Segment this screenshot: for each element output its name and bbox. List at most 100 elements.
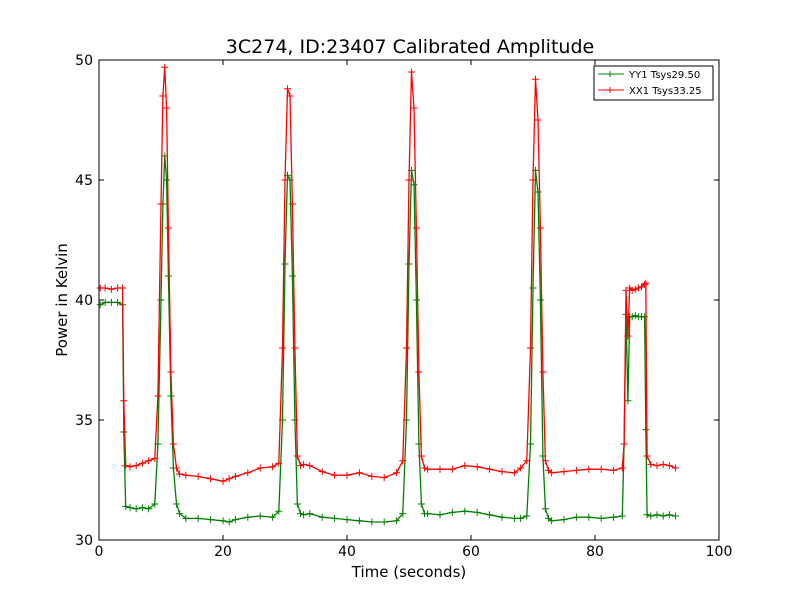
data-point	[163, 104, 171, 112]
data-point	[436, 511, 444, 519]
data-point	[405, 176, 413, 184]
x-tick-label: 0	[95, 544, 104, 560]
data-point	[380, 474, 388, 482]
data-point	[151, 454, 159, 462]
data-point	[659, 460, 667, 468]
data-point	[572, 466, 580, 474]
data-point	[653, 511, 661, 519]
data-point	[269, 513, 277, 521]
data-point	[498, 468, 506, 476]
data-point	[534, 188, 542, 196]
data-point	[283, 85, 291, 93]
data-point	[138, 504, 146, 512]
data-point	[618, 512, 626, 520]
data-point	[641, 280, 649, 288]
chart-title: 3C274, ID:23407 Calibrated Amplitude	[226, 36, 594, 58]
data-point	[536, 224, 544, 232]
x-axis-label: Time (seconds)	[351, 563, 467, 581]
data-point	[393, 469, 401, 477]
x-tick-label: 20	[214, 544, 232, 560]
data-point	[96, 301, 104, 309]
data-point	[164, 224, 172, 232]
data-point	[151, 500, 159, 508]
data-point	[424, 465, 432, 473]
data-point	[219, 517, 227, 525]
data-point	[399, 510, 407, 518]
data-point	[415, 368, 423, 376]
data-point	[122, 502, 130, 510]
data-point	[122, 462, 130, 470]
data-point	[194, 472, 202, 480]
data-point	[665, 511, 673, 519]
data-point	[486, 465, 494, 473]
x-tick-label: 100	[706, 544, 733, 560]
data-point	[114, 298, 122, 306]
data-point	[417, 452, 425, 460]
data-point	[643, 452, 651, 460]
data-point	[207, 475, 215, 483]
data-point	[531, 75, 539, 83]
data-point	[622, 286, 630, 294]
data-point	[610, 513, 618, 521]
data-point	[517, 514, 525, 522]
data-point	[157, 296, 165, 304]
data-point	[548, 469, 556, 477]
data-point	[498, 513, 506, 521]
data-point	[405, 260, 413, 268]
data-point	[101, 284, 109, 292]
data-point	[536, 296, 544, 304]
data-point	[297, 510, 304, 518]
legend-label-yy1: YY1 Tsys29.50	[628, 70, 700, 81]
data-point	[279, 344, 287, 352]
data-point	[182, 514, 190, 522]
data-point	[300, 511, 308, 519]
data-point	[343, 516, 351, 524]
data-point	[641, 313, 649, 321]
data-point	[461, 507, 469, 515]
legend: YY1 Tsys29.50 XX1 Tsys33.25	[593, 65, 714, 101]
data-point	[167, 368, 175, 376]
data-point	[421, 464, 428, 472]
data-point	[293, 500, 301, 508]
data-point	[368, 518, 376, 526]
data-point	[288, 272, 296, 280]
data-point	[219, 477, 227, 485]
data-point	[120, 428, 128, 436]
data-point	[331, 471, 339, 479]
data-point	[120, 397, 128, 405]
data-point	[424, 510, 432, 518]
data-point	[231, 516, 239, 524]
data-point	[293, 452, 301, 460]
data-point	[256, 464, 264, 472]
legend-marker-yy1	[607, 71, 613, 77]
data-point	[291, 416, 299, 424]
data-point	[101, 298, 109, 306]
data-point	[643, 511, 651, 519]
data-point	[225, 518, 233, 526]
data-point	[461, 462, 469, 470]
data-point	[572, 513, 580, 521]
data-point	[318, 468, 326, 476]
data-point	[631, 285, 639, 293]
data-point	[448, 465, 456, 473]
data-point	[176, 510, 184, 518]
data-point	[297, 462, 304, 470]
data-point	[412, 296, 420, 304]
data-point	[132, 462, 140, 470]
data-point	[256, 512, 264, 520]
data-point	[628, 313, 636, 321]
data-point	[560, 516, 568, 524]
data-point	[173, 464, 180, 472]
data-point	[132, 505, 140, 513]
data-point	[410, 181, 418, 189]
data-point	[368, 472, 376, 480]
data-point	[176, 470, 184, 478]
data-point	[610, 466, 618, 474]
data-point	[157, 200, 165, 208]
data-point	[541, 505, 549, 513]
x-tick-label: 80	[586, 544, 604, 560]
data-point	[145, 505, 153, 513]
data-point	[448, 508, 456, 516]
data-point	[647, 512, 655, 520]
